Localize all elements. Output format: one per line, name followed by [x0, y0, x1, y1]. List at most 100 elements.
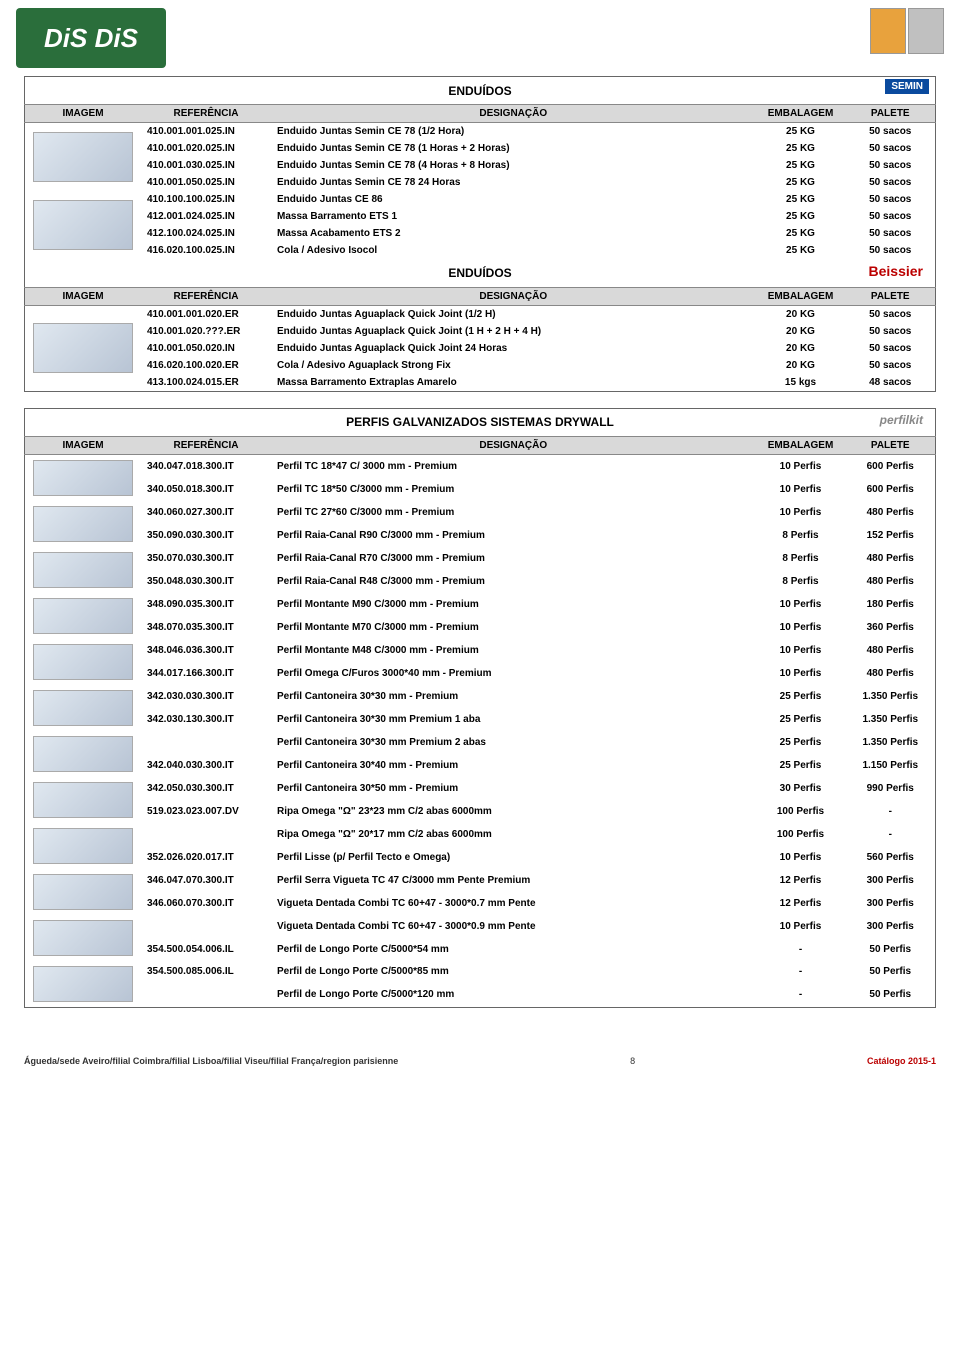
- cell-palete: 50 Perfis: [846, 983, 936, 1007]
- table-row: 519.023.023.007.DVRipa Omega "Ω" 23*23 m…: [25, 800, 936, 823]
- cell-embalagem: 20 KG: [756, 305, 846, 323]
- table-row: 348.046.036.300.ITPerfil Montante M48 C/…: [25, 639, 936, 662]
- cell-designacao: Perfil Raia-Canal R48 C/3000 mm - Premiu…: [271, 570, 756, 593]
- cell-referencia: 410.001.030.025.IN: [141, 157, 271, 174]
- table-row: 354.500.085.006.ILPerfil de Longo Porte …: [25, 961, 936, 984]
- col-palete: PALETE: [846, 287, 936, 305]
- cell-palete: 50 sacos: [846, 242, 936, 259]
- cell-embalagem: 12 Perfis: [756, 892, 846, 915]
- cell-embalagem: 25 KG: [756, 242, 846, 259]
- product-image-cell: [25, 823, 142, 869]
- product-image-cell: [25, 501, 142, 547]
- product-image-cell: [25, 777, 142, 823]
- product-image: [33, 782, 133, 818]
- product-image: [33, 598, 133, 634]
- enduidos-table: ENDUÍDOS SEMIN IMAGEM REFERÊNCIA DESIGNA…: [24, 76, 936, 392]
- col-palete: PALETE: [846, 436, 936, 454]
- cell-referencia: 348.070.035.300.IT: [141, 616, 271, 639]
- cell-palete: 1.350 Perfis: [846, 731, 936, 754]
- product-image: [33, 966, 133, 1002]
- cell-designacao: Vigueta Dentada Combi TC 60+47 - 3000*0.…: [271, 915, 756, 938]
- col-designacao: DESIGNAÇÃO: [271, 105, 756, 123]
- cell-embalagem: 20 KG: [756, 340, 846, 357]
- table-row: 410.001.050.025.INEnduido Juntas Semin C…: [25, 174, 936, 191]
- cell-embalagem: 12 Perfis: [756, 869, 846, 892]
- table-row: 350.048.030.300.ITPerfil Raia-Canal R48 …: [25, 570, 936, 593]
- cell-referencia: [141, 983, 271, 1007]
- cell-embalagem: 10 Perfis: [756, 639, 846, 662]
- cell-referencia: 352.026.020.017.IT: [141, 846, 271, 869]
- col-embalagem: EMBALAGEM: [756, 105, 846, 123]
- product-image-cell: [25, 454, 142, 501]
- cell-designacao: Perfil Raia-Canal R70 C/3000 mm - Premiu…: [271, 547, 756, 570]
- col-referencia: REFERÊNCIA: [141, 436, 271, 454]
- cell-palete: 50 Perfis: [846, 961, 936, 984]
- cell-designacao: Perfil Cantoneira 30*40 mm - Premium: [271, 754, 756, 777]
- cell-palete: 300 Perfis: [846, 892, 936, 915]
- table-row: 342.030.030.300.ITPerfil Cantoneira 30*3…: [25, 685, 936, 708]
- cell-embalagem: 8 Perfis: [756, 547, 846, 570]
- col-palete: PALETE: [846, 105, 936, 123]
- cell-designacao: Perfil TC 18*50 C/3000 mm - Premium: [271, 478, 756, 501]
- cell-referencia: 342.050.030.300.IT: [141, 777, 271, 800]
- product-image: [33, 132, 133, 182]
- cell-embalagem: 25 Perfis: [756, 731, 846, 754]
- product-image-cell: [25, 731, 142, 777]
- cell-designacao: Cola / Adesivo Isocol: [271, 242, 756, 259]
- product-image: [33, 460, 133, 496]
- product-image-cell: [25, 305, 142, 391]
- section3-col-headers: IMAGEM REFERÊNCIA DESIGNAÇÃO EMBALAGEM P…: [25, 436, 936, 454]
- company-logo-text: DiS DiS: [44, 23, 138, 54]
- section1-title: ENDUÍDOS: [29, 84, 931, 98]
- table-row: 350.070.030.300.ITPerfil Raia-Canal R70 …: [25, 547, 936, 570]
- cell-referencia: 410.001.001.020.ER: [141, 305, 271, 323]
- cell-palete: 50 sacos: [846, 208, 936, 225]
- cell-designacao: Perfil Montante M48 C/3000 mm - Premium: [271, 639, 756, 662]
- cell-referencia: 416.020.100.020.ER: [141, 357, 271, 374]
- cell-palete: -: [846, 800, 936, 823]
- col-embalagem: EMBALAGEM: [756, 436, 846, 454]
- cell-designacao: Cola / Adesivo Aguaplack Strong Fix: [271, 357, 756, 374]
- cell-palete: 480 Perfis: [846, 547, 936, 570]
- cell-designacao: Perfil TC 27*60 C/3000 mm - Premium: [271, 501, 756, 524]
- cell-embalagem: -: [756, 938, 846, 961]
- cell-referencia: 416.020.100.025.IN: [141, 242, 271, 259]
- cell-palete: 360 Perfis: [846, 616, 936, 639]
- cell-palete: 50 sacos: [846, 340, 936, 357]
- cell-palete: 600 Perfis: [846, 454, 936, 478]
- product-image-cell: [25, 869, 142, 915]
- cell-palete: 560 Perfis: [846, 846, 936, 869]
- table-row: 340.060.027.300.ITPerfil TC 27*60 C/3000…: [25, 501, 936, 524]
- page-content: ENDUÍDOS SEMIN IMAGEM REFERÊNCIA DESIGNA…: [0, 76, 960, 1044]
- cell-referencia: 410.001.001.025.IN: [141, 123, 271, 141]
- cell-palete: 990 Perfis: [846, 777, 936, 800]
- cell-designacao: Perfil de Longo Porte C/5000*85 mm: [271, 961, 756, 984]
- cell-designacao: Perfil TC 18*47 C/ 3000 mm - Premium: [271, 454, 756, 478]
- cell-referencia: 346.060.070.300.IT: [141, 892, 271, 915]
- section1-title-row: ENDUÍDOS SEMIN: [25, 77, 936, 105]
- cell-embalagem: -: [756, 961, 846, 984]
- cell-referencia: [141, 731, 271, 754]
- cell-embalagem: 20 KG: [756, 357, 846, 374]
- cell-designacao: Perfil Montante M70 C/3000 mm - Premium: [271, 616, 756, 639]
- cell-referencia: 346.047.070.300.IT: [141, 869, 271, 892]
- table-row: 410.001.030.025.INEnduido Juntas Semin C…: [25, 157, 936, 174]
- table-row: 410.100.100.025.INEnduido Juntas CE 8625…: [25, 191, 936, 208]
- cell-embalagem: 100 Perfis: [756, 823, 846, 846]
- brand-semin-logo: SEMIN: [885, 79, 929, 94]
- page-footer: Águeda/sede Aveiro/filial Coimbra/filial…: [0, 1044, 960, 1078]
- product-image: [33, 323, 133, 373]
- cell-referencia: [141, 823, 271, 846]
- product-image: [33, 200, 133, 250]
- table-row: 410.001.020.025.INEnduido Juntas Semin C…: [25, 140, 936, 157]
- cell-palete: 50 sacos: [846, 225, 936, 242]
- cell-designacao: Massa Acabamento ETS 2: [271, 225, 756, 242]
- section1-col-headers: IMAGEM REFERÊNCIA DESIGNAÇÃO EMBALAGEM P…: [25, 105, 936, 123]
- cell-embalagem: 10 Perfis: [756, 616, 846, 639]
- page-header: DiS DiS: [0, 0, 960, 76]
- cell-embalagem: 100 Perfis: [756, 800, 846, 823]
- cell-embalagem: 25 Perfis: [756, 708, 846, 731]
- cell-embalagem: 10 Perfis: [756, 915, 846, 938]
- product-image: [33, 874, 133, 910]
- cell-embalagem: 30 Perfis: [756, 777, 846, 800]
